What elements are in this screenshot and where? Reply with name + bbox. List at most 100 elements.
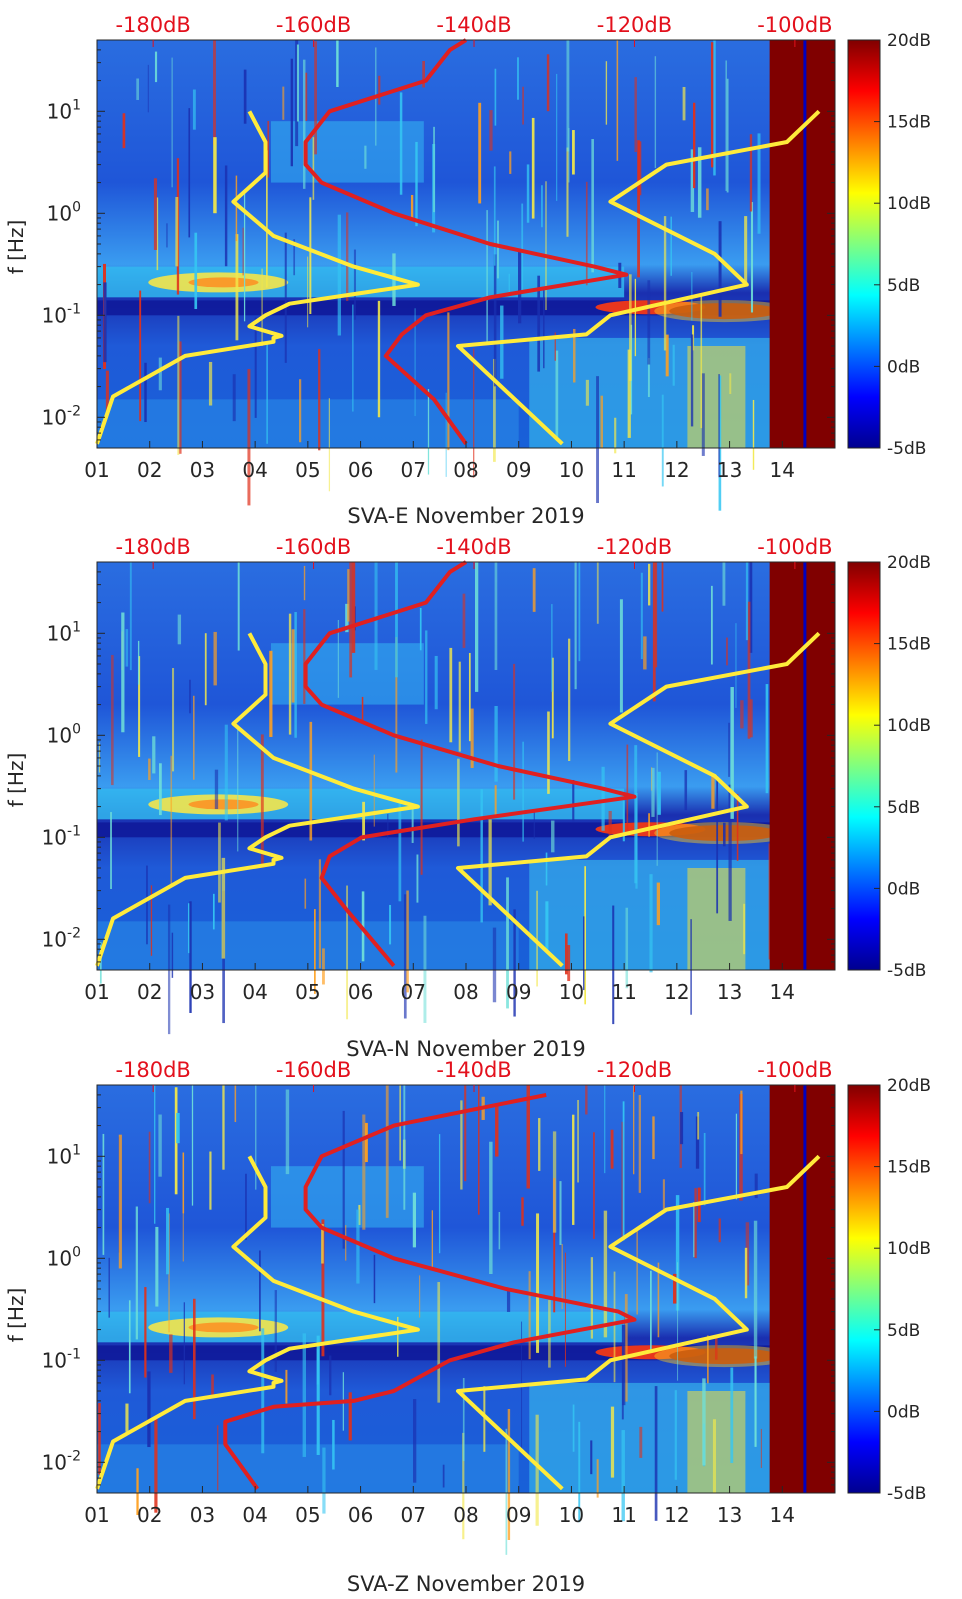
panel-sva-e: 01 02 03 04 05 06 07 08 09 10 11 12 13 14 10-2 10-1 100 1… [42,13,931,511]
colorbar-tick-label: 15dB [887,113,931,133]
x-tick-label: 14 [770,1503,795,1527]
top-db-tick-label: -160dB [276,13,351,37]
x-tick-label: 12 [664,980,689,1004]
spectrogram [97,40,835,511]
x-tick-label: 14 [770,980,795,1004]
x-tick-label: 03 [190,458,215,482]
y-tick-label: 10-1 [42,823,81,849]
x-tick-label: 08 [453,458,478,482]
x-tick-label: 12 [664,458,689,482]
x-tick-label: 09 [506,458,531,482]
top-db-tick-label: -180dB [115,1058,190,1082]
x-tick-label: 05 [295,980,320,1004]
median-psd-line [303,560,637,968]
colorbar-tick-label: 0dB [887,879,920,899]
colorbar-tick-label: 5dB [887,798,920,818]
y-tick-label: 10-2 [42,403,81,429]
panel-sva-z: 01 02 03 04 05 06 07 08 09 10 11 12 13 14 10-2 10-1 100 1… [42,1058,931,1555]
colorbar-tick-label: 5dB [887,1321,920,1341]
x-tick-label: 07 [401,458,426,482]
spectrogram [97,1085,835,1555]
y-axis-label-sva-n: f [Hz] [4,753,28,808]
x-tick-label: 11 [611,458,636,482]
x-tick-label: 06 [348,980,373,1004]
colorbar: 20dB 15dB 10dB 5dB 0dB -5dB [847,553,931,981]
x-tick-label: 12 [664,1503,689,1527]
colorbar: 20dB 15dB 10dB 5dB 0dB -5dB [847,31,931,459]
low-noise-model-line [95,632,420,967]
x-tick-label: 14 [770,458,795,482]
x-tick-label: 01 [84,458,109,482]
colorbar-tick-label: 10dB [887,194,931,214]
colorbar-tick-label: 0dB [887,1402,920,1422]
high-noise-model-line [456,109,821,446]
x-tick-label: 09 [506,980,531,1004]
x-tick-label: 13 [717,980,742,1004]
x-tick-label: 08 [453,1503,478,1527]
colorbar-tick-label: -5dB [887,439,926,459]
top-db-tick-label: -100dB [757,535,832,559]
psd-lines [95,38,821,446]
transient-streaks [103,40,761,511]
y-axis-label-sva-z: f [Hz] [4,1288,28,1343]
y-tick-label: 101 [47,619,81,645]
colorbar-tick-label: 20dB [887,1076,931,1096]
colorbar-gradient [847,39,881,449]
x-tick-label: 11 [611,980,636,1004]
colorbar-gradient [847,1084,881,1494]
low-noise-model-line [95,110,420,445]
psd-lines [95,560,821,968]
top-db-tick-label: -160dB [276,1058,351,1082]
panel-sva-n: 01 02 03 04 05 06 07 08 09 10 11 12 13 14 10-2 10-1 100 1… [42,535,931,1035]
x-tick-label: 08 [453,980,478,1004]
transient-streaks [98,562,772,1035]
low-noise-model-line [95,1155,420,1490]
top-db-tick-label: -120dB [597,1058,672,1082]
x-tick-label: 10 [559,458,584,482]
median-psd-line [303,38,629,445]
top-db-tick-label: -140dB [436,13,511,37]
colorbar-gradient [847,561,881,971]
median-psd-line [223,1092,637,1490]
x-tick-label: 10 [559,980,584,1004]
spectrogram [97,562,835,1035]
colorbar-tick-label: 20dB [887,553,931,573]
x-tick-label: 07 [401,1503,426,1527]
top-db-tick-label: -180dB [115,535,190,559]
colorbar-tick-label: -5dB [887,961,926,981]
y-tick-label: 100 [47,1244,81,1270]
x-tick-label: 01 [84,980,109,1004]
y-tick-label: 100 [47,199,81,225]
x-tick-label: 02 [137,980,162,1004]
x-tick-label: 06 [348,458,373,482]
x-tick-label: 05 [295,1503,320,1527]
y-tick-label: 10-1 [42,301,81,327]
top-db-tick-label: -160dB [276,535,351,559]
x-tick-label: 09 [506,1503,531,1527]
top-db-tick-label: -140dB [436,1058,511,1082]
y-tick-label: 101 [47,97,81,123]
x-tick-label: 04 [242,980,267,1004]
colorbar-tick-label: 10dB [887,1239,931,1259]
y-tick-label: 10-2 [42,925,81,951]
x-tick-label: 13 [717,458,742,482]
x-tick-label: 02 [137,1503,162,1527]
x-tick-label: 04 [242,1503,267,1527]
x-axis-label-sva-e: SVA-E November 2019 [347,504,584,528]
x-tick-label: 05 [295,458,320,482]
no-data-region [769,1085,835,1493]
x-tick-label: 03 [190,980,215,1004]
x-axis-label-sva-n: SVA-N November 2019 [346,1037,586,1061]
y-axis-label-sva-e: f [Hz] [4,220,28,275]
colorbar-tick-label: 10dB [887,716,931,736]
colorbar: 20dB 15dB 10dB 5dB 0dB -5dB [847,1076,931,1504]
colorbar-tick-label: -5dB [887,1484,926,1504]
top-db-tick-label: -100dB [757,1058,832,1082]
x-tick-label: 01 [84,1503,109,1527]
x-tick-label: 10 [559,1503,584,1527]
top-db-tick-label: -140dB [436,535,511,559]
colorbar-tick-label: 20dB [887,31,931,51]
x-tick-label: 07 [401,980,426,1004]
colorbar-tick-label: 15dB [887,635,931,655]
